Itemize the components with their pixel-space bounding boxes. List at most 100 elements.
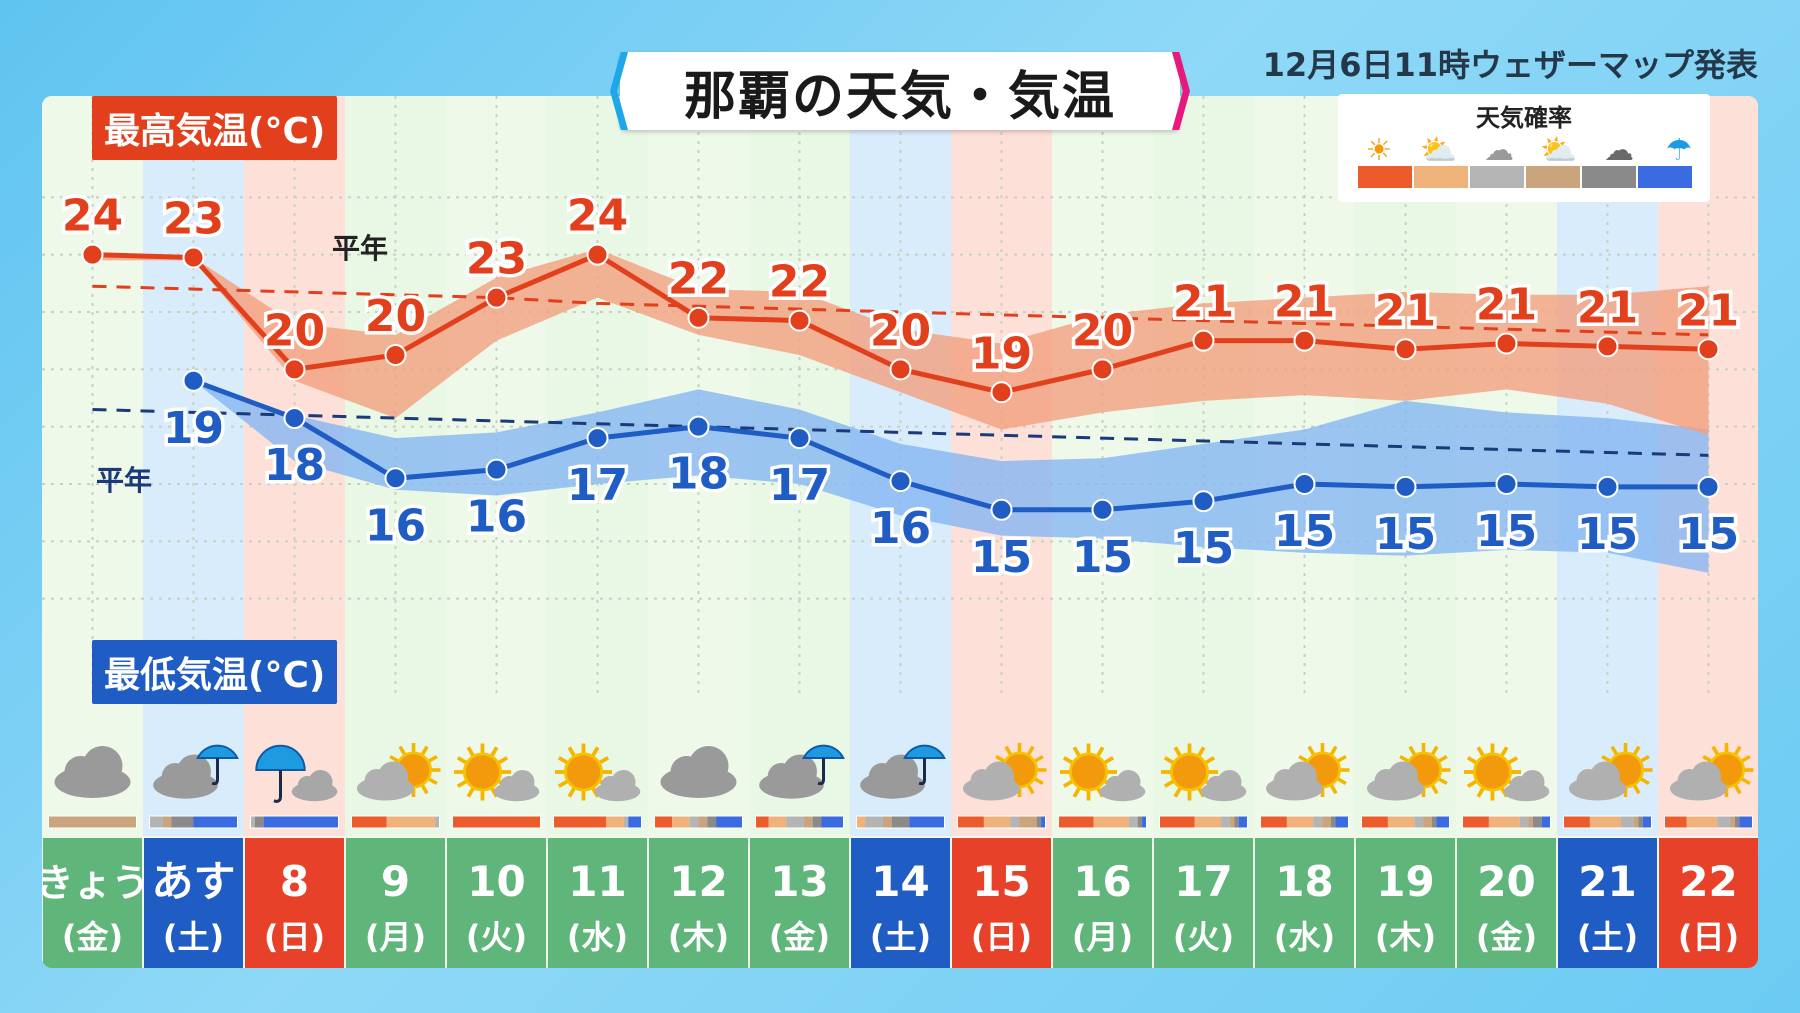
probability-segment (1436, 816, 1450, 828)
sun-ray (1733, 745, 1742, 756)
day-of-week-label: (月) (365, 918, 426, 956)
max-temp-label: 24 (62, 191, 123, 242)
normal-min-label: 平年 (96, 464, 152, 497)
sun-ray (591, 746, 600, 757)
date-label: 21 (1578, 857, 1636, 906)
date-label: きょう (42, 861, 150, 905)
sun-disc (1069, 752, 1108, 792)
sun-ray (1438, 754, 1448, 763)
probability-segment (768, 816, 787, 828)
day-of-week-label: (土) (870, 918, 931, 956)
min-temp-label: 16 (870, 503, 931, 554)
probability-segment (351, 816, 387, 828)
chart-panel: 24 23 20 20 23 24 22 22 20 19 20 21 21 21 21 21 21 19 18 16… (42, 96, 1758, 968)
probability-segment (1260, 816, 1287, 828)
umbrella-handle (273, 770, 282, 803)
legend-icons: ☀ ⛅ ☁ ⛅ ☁ ☂ (1352, 134, 1706, 168)
sun-ray (567, 787, 576, 798)
probability-segment (250, 816, 255, 828)
sun-ray (1337, 754, 1347, 763)
date-cell (750, 838, 849, 968)
probability-segment (755, 816, 769, 828)
max-temp-point (485, 286, 508, 309)
cloud-shape (1116, 770, 1141, 794)
sun-ray (1026, 745, 1035, 756)
probability-segment (698, 816, 708, 828)
min-temp-point (384, 467, 407, 490)
date-cell (43, 838, 142, 968)
probability-segment (1010, 816, 1020, 828)
probability-bar-outline (1664, 815, 1753, 829)
probability-segment (689, 816, 699, 828)
legend-color-swatch (1470, 166, 1524, 188)
probability-segment (909, 816, 945, 828)
cloud-shape (1217, 770, 1242, 794)
probability-bar-outline (1563, 815, 1652, 829)
day-of-week-label: (土) (163, 918, 224, 956)
cloud-sun-icon (1670, 743, 1754, 801)
issued-timestamp: 12月6日11時ウェザーマップ発表 (1262, 46, 1758, 84)
probability-segment (812, 816, 822, 828)
normal-min-line (92, 407, 1709, 457)
probability-segment (452, 816, 541, 828)
sun-ray (1711, 745, 1720, 756)
probability-segment (254, 816, 264, 828)
day-of-week-label: (木) (1375, 918, 1436, 956)
sun-ray (599, 756, 610, 765)
sun-ray (1702, 754, 1712, 763)
cloud-icon: ☁ (1484, 133, 1514, 168)
sun-ray (1632, 784, 1641, 795)
max-temp-label: 22 (769, 257, 830, 308)
max-temp-label: 20 (264, 305, 325, 356)
min-temp-label: 19 (163, 403, 224, 454)
min-temp-point (687, 415, 710, 438)
date-label: 11 (568, 857, 626, 906)
probability-segment (957, 816, 984, 828)
legend-color-swatch (1414, 166, 1468, 188)
probability-bar-outline (1361, 815, 1450, 829)
probability-bar-outline (149, 815, 238, 829)
max-temp-point (687, 306, 710, 329)
sun-ray (1508, 756, 1519, 765)
date-label: 20 (1477, 857, 1535, 906)
sun-ray (1741, 754, 1751, 763)
date-cell (447, 838, 546, 968)
min-temp-tag: 最低気温(°C) (92, 640, 338, 704)
sun-ray (1733, 784, 1742, 795)
probability-segment (1058, 816, 1094, 828)
probability-segment (1589, 816, 1621, 828)
probability-segment (606, 816, 624, 828)
day-of-week-label: (土) (1577, 918, 1638, 956)
sun-ray (389, 754, 399, 763)
cloud-shape (1388, 761, 1418, 792)
sun-ray (1741, 777, 1751, 786)
sun-ray (1329, 784, 1338, 795)
min-temp-label: 18 (264, 440, 325, 491)
probability-segment (386, 816, 436, 828)
cloud-shape (1590, 761, 1620, 792)
probability-segment (821, 816, 844, 828)
date-label: あす (151, 857, 235, 906)
probability-segment (1431, 816, 1437, 828)
cloud-rain-icon (153, 744, 239, 799)
cloud-icon (54, 746, 131, 798)
probability-segment (162, 816, 172, 828)
sun-cloud-icon: ⛅ (1420, 133, 1458, 168)
min-temp-label: 15 (1274, 506, 1335, 557)
sun-ray (1640, 754, 1650, 763)
probability-segment (1286, 816, 1314, 828)
sun-ray (1329, 745, 1338, 756)
probability-segment (1229, 816, 1235, 828)
legend-bars (1358, 166, 1692, 188)
cloud-shape (1520, 770, 1545, 794)
day-of-week-label: (金) (769, 918, 830, 956)
max-temp-point (990, 381, 1013, 404)
min-temp-point (889, 470, 912, 493)
sun-ray (1466, 756, 1477, 765)
probability-segment (1330, 816, 1336, 828)
probability-segment (1414, 816, 1424, 828)
min-temp-point (1495, 473, 1518, 495)
cloud-shape (688, 746, 729, 786)
probability-bar-outline (957, 815, 1046, 829)
max-temp-label: 21 (1678, 285, 1739, 336)
